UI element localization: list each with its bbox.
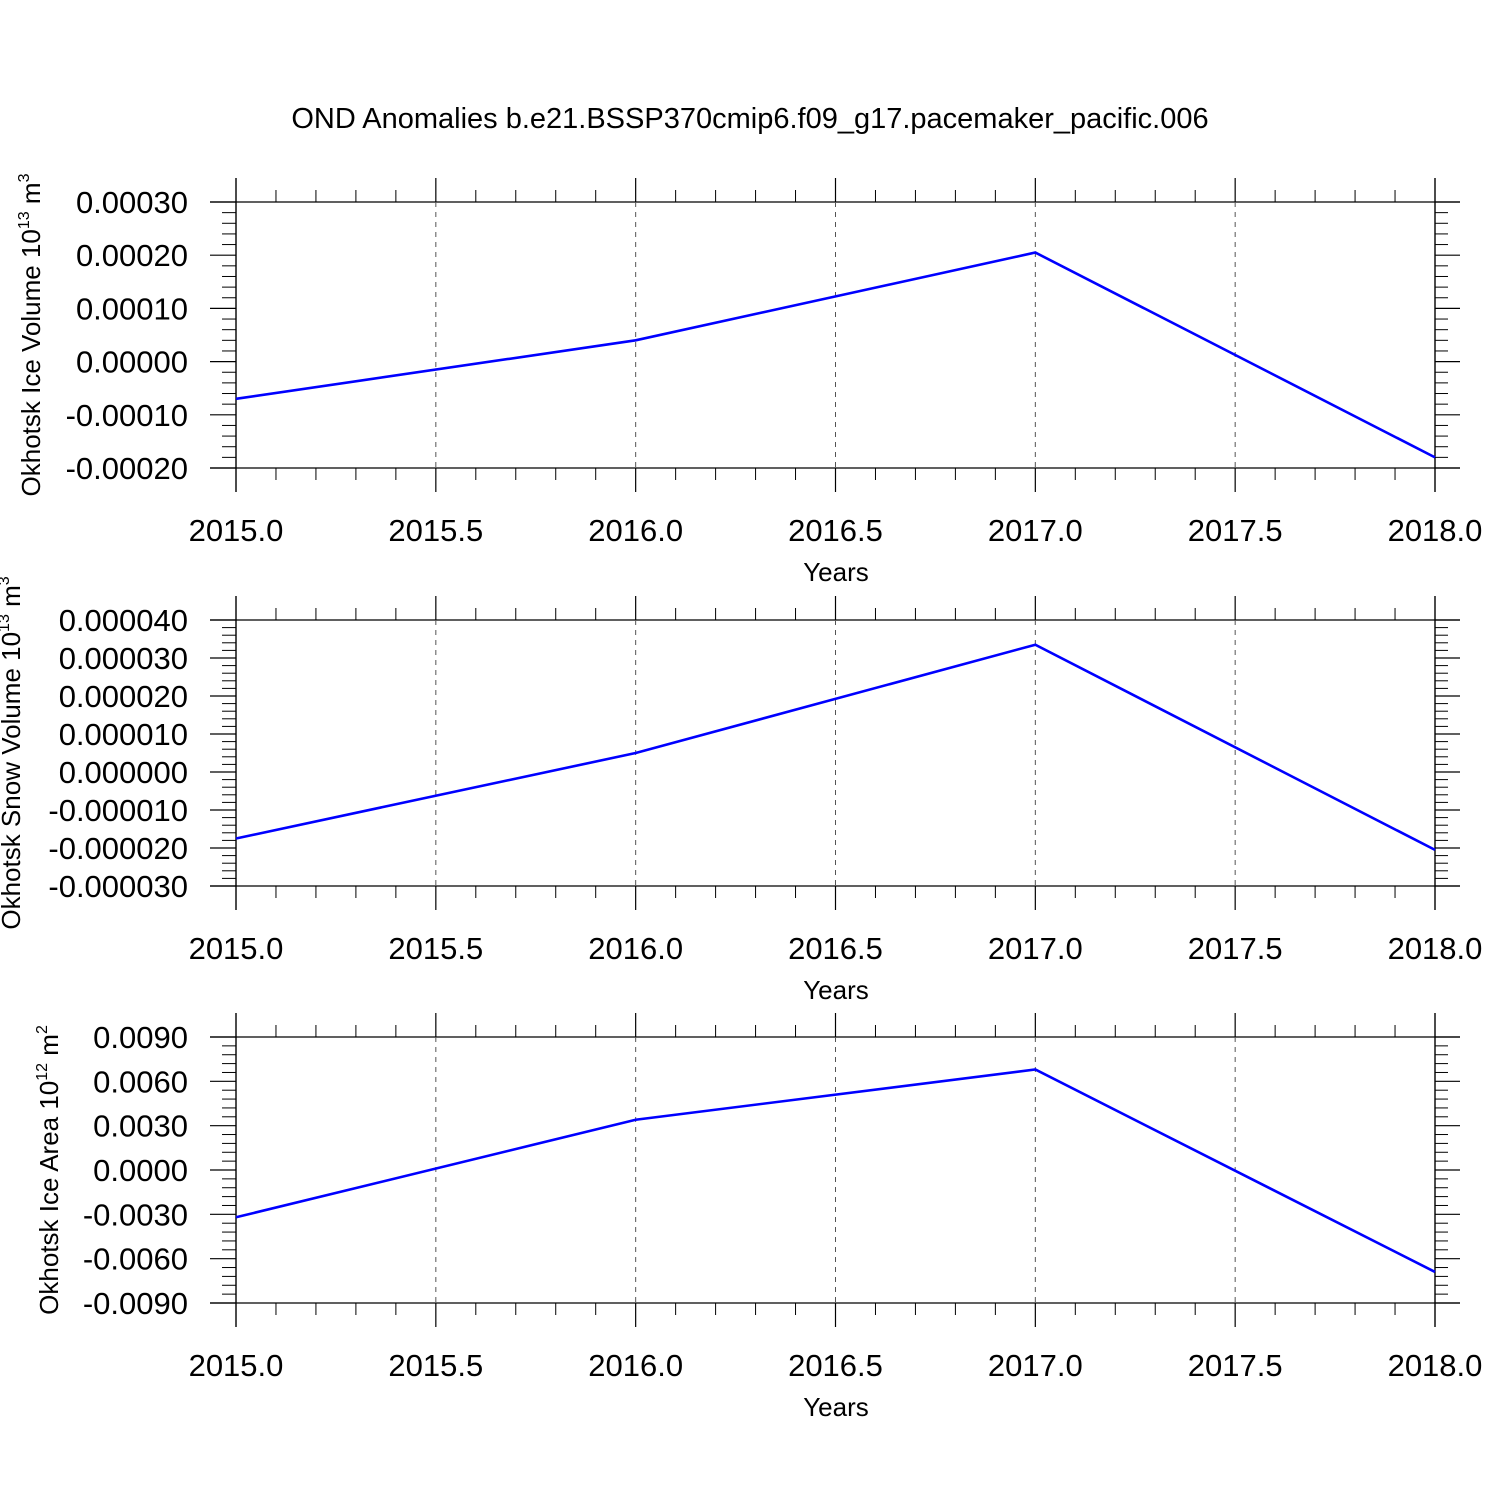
series-line: [235, 1068, 1436, 1274]
y-tick-label: -0.000030: [48, 869, 188, 904]
y-tick-label: -0.0030: [83, 1197, 188, 1232]
y-tick-label: 0.0030: [93, 1109, 188, 1144]
x-tick-label: 2016.5: [788, 931, 883, 966]
y-axis-label: Okhotsk Ice Volume 1013 m3: [16, 173, 46, 496]
y-tick-label: 0.00000: [76, 345, 188, 380]
x-tick-label: 2018.0: [1388, 1348, 1483, 1383]
y-label-text: Okhotsk Snow Volume 10: [0, 632, 26, 930]
y-label-unit-exponent: 2: [34, 1025, 51, 1034]
y-tick-label: -0.0060: [83, 1242, 188, 1277]
y-tick-label: 0.000000: [59, 755, 188, 790]
x-tick-label: 2018.0: [1388, 513, 1483, 548]
y-axis-label: Okhotsk Snow Volume 1013 m3: [0, 576, 26, 929]
x-tick-label: 2015.0: [189, 931, 284, 966]
x-tick-label: 2015.5: [388, 1348, 483, 1383]
y-tick-label: 0.000040: [59, 603, 188, 638]
x-axis-label: Years: [803, 557, 869, 587]
y-label-unit-exponent: 3: [16, 173, 33, 182]
x-tick-label: 2016.0: [588, 1348, 683, 1383]
y-tick-label: 0.000010: [59, 717, 188, 752]
x-tick-label: 2016.5: [788, 513, 883, 548]
y-label-text: Okhotsk Ice Volume 10: [16, 229, 46, 496]
figure-title: OND Anomalies b.e21.BSSP370cmip6.f09_g17…: [291, 103, 1208, 135]
y-tick-label: -0.00020: [66, 451, 188, 486]
x-tick-label: 2015.5: [388, 931, 483, 966]
y-label-unit-exponent: 3: [0, 576, 13, 585]
x-tick-label: 2017.5: [1188, 513, 1283, 548]
chart-panel-3: 2015.0 2015.5 2016.0 2016.5 2017.0 2017.5 2018…: [34, 1013, 1482, 1422]
x-tick-label: 2018.0: [1388, 931, 1483, 966]
y-label-unit: m: [0, 585, 26, 614]
y-axis-label: Okhotsk Ice Area 1012 m2: [34, 1025, 64, 1315]
x-tick-label: 2015.0: [189, 1348, 284, 1383]
y-tick-label: 0.00010: [76, 291, 188, 326]
x-tick-label: 2015.5: [388, 513, 483, 548]
y-tick-label: 0.000030: [59, 641, 188, 676]
y-tick-label: 0.0090: [93, 1020, 188, 1055]
y-label-text: Okhotsk Ice Area 10: [34, 1081, 64, 1315]
chart-panel-1: 2015.0 2015.5 2016.0 2016.5 2017.0 2017.5 2018…: [16, 173, 1482, 587]
y-tick-label: 0.00030: [76, 185, 188, 220]
x-tick-label: 2017.0: [988, 931, 1083, 966]
y-tick-label: -0.000020: [48, 831, 188, 866]
y-tick-label: -0.00010: [66, 398, 188, 433]
x-tick-label: 2016.0: [588, 931, 683, 966]
chart-panel-2: 2015.0 2015.5 2016.0 2016.5 2017.0 2017.5 2018…: [0, 576, 1482, 1005]
x-tick-label: 2016.5: [788, 1348, 883, 1383]
x-tick-label: 2017.5: [1188, 931, 1283, 966]
y-tick-label: -0.0090: [83, 1286, 188, 1321]
x-tick-label: 2017.5: [1188, 1348, 1283, 1383]
y-label-unit: m: [16, 182, 46, 211]
series-line: [235, 643, 1436, 852]
x-tick-label: 2017.0: [988, 513, 1083, 548]
x-axis-label: Years: [803, 1392, 869, 1422]
y-tick-label: 0.0060: [93, 1064, 188, 1099]
y-tick-label: -0.000010: [48, 793, 188, 828]
series-line: [235, 251, 1436, 459]
y-label-exponent: 13: [16, 211, 33, 229]
y-tick-label: 0.000020: [59, 679, 188, 714]
y-tick-label: 0.00020: [76, 238, 188, 273]
x-tick-label: 2015.0: [189, 513, 284, 548]
x-tick-label: 2017.0: [988, 1348, 1083, 1383]
y-label-unit: m: [34, 1034, 64, 1063]
y-tick-label: 0.0000: [93, 1153, 188, 1188]
y-label-exponent: 13: [0, 614, 13, 632]
x-axis-label: Years: [803, 975, 869, 1005]
y-label-exponent: 12: [34, 1063, 51, 1081]
x-tick-label: 2016.0: [588, 513, 683, 548]
